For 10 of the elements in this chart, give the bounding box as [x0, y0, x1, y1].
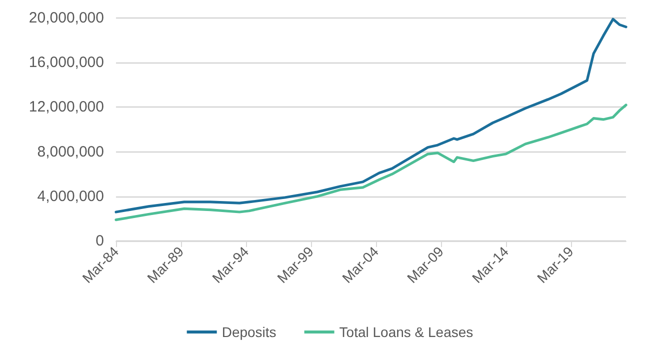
- legend-label: Total Loans & Leases: [339, 324, 474, 340]
- y-tick-label: 4,000,000: [37, 188, 104, 205]
- line-series: [114, 18, 628, 214]
- line-series: [114, 104, 628, 222]
- y-tick-label: 12,000,000: [28, 98, 104, 116]
- y-tick-label: 16,000,000: [28, 54, 104, 72]
- y-tick-label: 20,000,000: [28, 10, 104, 26]
- y-tick-label: 0: [96, 232, 104, 250]
- y-tick-label: 8,000,000: [37, 143, 104, 160]
- legend-label: Deposits: [222, 324, 276, 340]
